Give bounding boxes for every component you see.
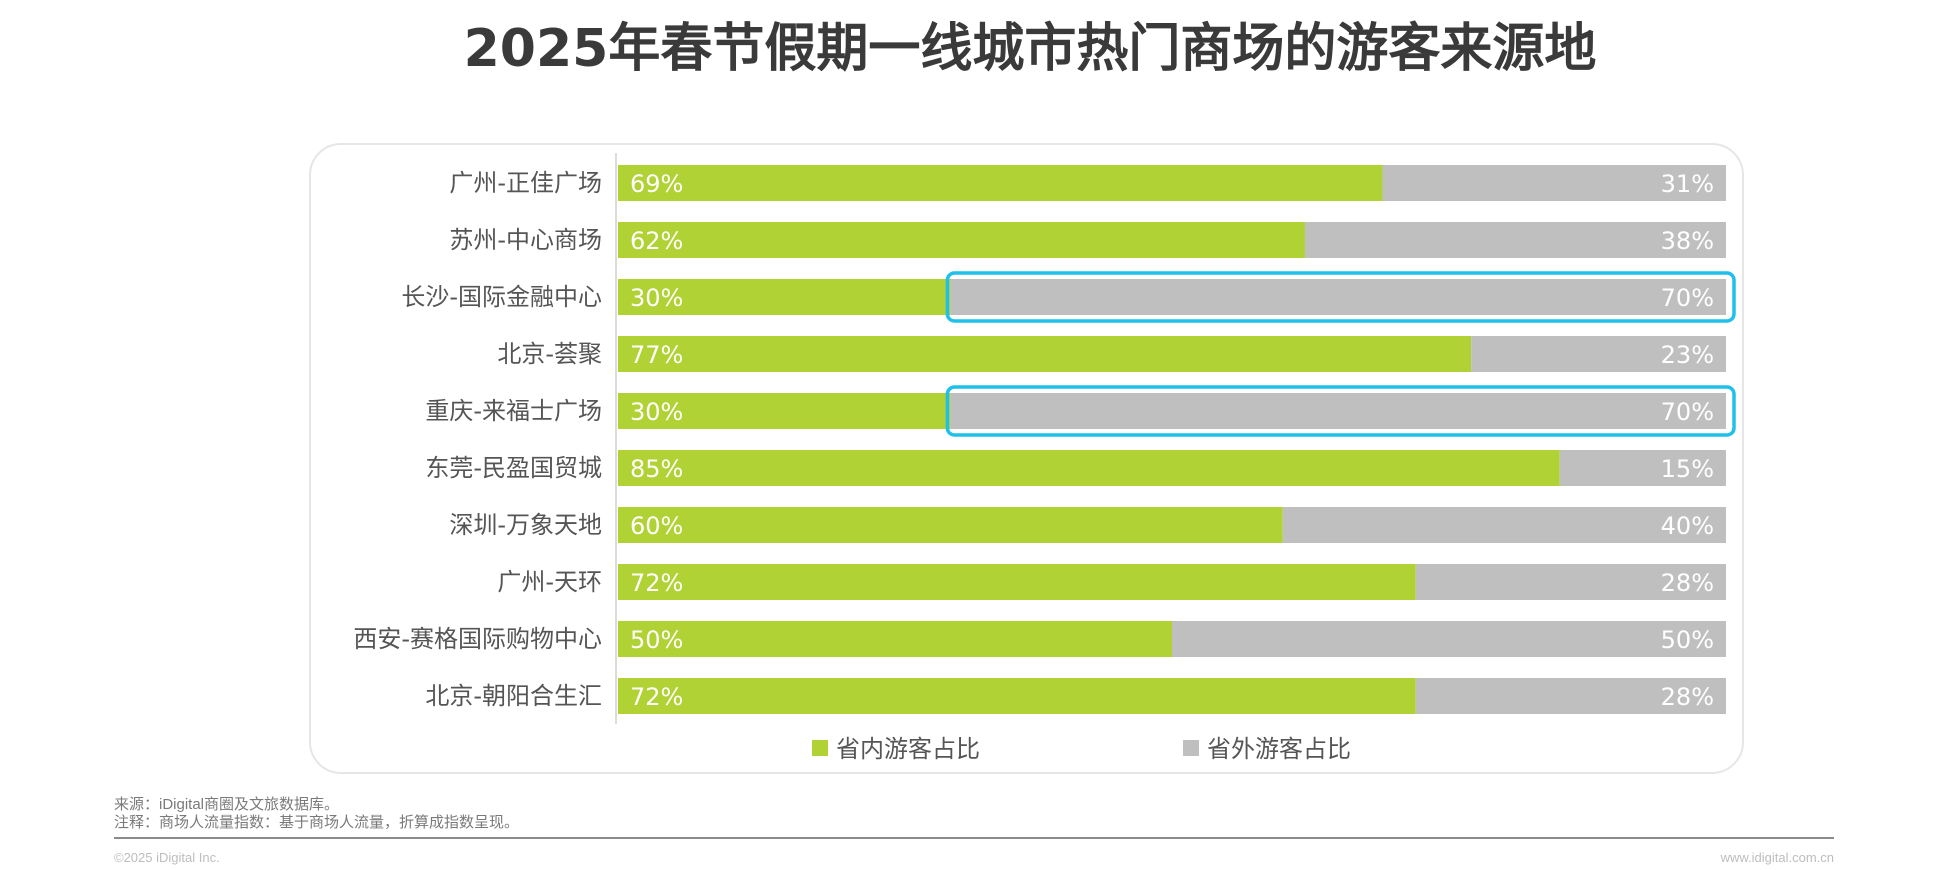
bar-in-province — [618, 279, 951, 315]
data-label: 28% — [1661, 569, 1714, 597]
bar-out-province — [1282, 507, 1726, 543]
data-label: 72% — [630, 569, 683, 597]
source-note: 来源：iDigital商圈及文旅数据库。 — [114, 796, 340, 813]
bar-out-province — [1304, 222, 1726, 258]
legend-swatch — [812, 740, 828, 756]
data-label: 30% — [630, 284, 683, 312]
notes: 来源：iDigital商圈及文旅数据库。 注释：商场人流量指数：基于商场人流量，… — [114, 796, 519, 832]
bar-in-province — [618, 336, 1472, 372]
remark-note: 注释：商场人流量指数：基于商场人流量，折算成指数呈现。 — [114, 814, 520, 831]
category-label: 广州-天环 — [497, 568, 602, 596]
category-label: 长沙-国际金融中心 — [401, 283, 602, 311]
bar-in-province — [618, 450, 1560, 486]
bar-out-province — [1471, 336, 1726, 372]
category-label: 北京-荟聚 — [497, 340, 602, 368]
category-label: 苏州-中心商场 — [449, 226, 602, 254]
bar-out-province — [1415, 564, 1726, 600]
bar-out-province — [1172, 621, 1726, 657]
data-label: 72% — [630, 683, 683, 711]
category-label: 北京-朝阳合生汇 — [425, 682, 602, 710]
category-label: 广州-正佳广场 — [449, 169, 602, 197]
data-label: 70% — [1661, 284, 1714, 312]
data-label: 50% — [630, 626, 683, 654]
highlight-box — [945, 385, 1736, 437]
bar-out-province — [1382, 165, 1726, 201]
copyright: ©2025 iDigital Inc. — [114, 850, 220, 865]
category-label: 东莞-民盈国贸城 — [425, 454, 602, 482]
data-label: 23% — [1661, 341, 1714, 369]
data-label: 70% — [1661, 398, 1714, 426]
data-label: 28% — [1661, 683, 1714, 711]
category-label: 西安-赛格国际购物中心 — [353, 625, 602, 653]
bar-in-province — [618, 564, 1416, 600]
bar-in-province — [618, 678, 1416, 714]
highlight-box — [945, 271, 1736, 323]
legend-label: 省外游客占比 — [1207, 735, 1351, 763]
legend-label: 省内游客占比 — [836, 735, 980, 763]
data-label: 60% — [630, 512, 683, 540]
data-label: 15% — [1661, 455, 1714, 483]
category-label: 重庆-来福士广场 — [425, 397, 602, 425]
bar-out-province — [950, 279, 1726, 315]
bar-in-province — [618, 621, 1172, 657]
data-label: 62% — [630, 227, 683, 255]
chart-frame — [309, 143, 1744, 774]
data-label: 38% — [1661, 227, 1714, 255]
footer-divider — [114, 837, 1834, 839]
data-label: 50% — [1661, 626, 1714, 654]
data-label: 30% — [630, 398, 683, 426]
data-label: 85% — [630, 455, 683, 483]
bar-out-province — [1415, 678, 1726, 714]
bar-out-province — [950, 393, 1726, 429]
category-label: 深圳-万象天地 — [449, 511, 602, 539]
bar-in-province — [618, 507, 1283, 543]
legend-swatch — [1183, 740, 1199, 756]
data-label: 69% — [630, 170, 683, 198]
data-label: 40% — [1661, 512, 1714, 540]
bar-in-province — [618, 222, 1305, 258]
page-title: 2025年春节假期一线城市热门商场的游客来源地 — [463, 19, 1597, 79]
website-link: www.idigital.com.cn — [1720, 850, 1834, 865]
bar-in-province — [618, 393, 951, 429]
data-label: 77% — [630, 341, 683, 369]
bar-out-province — [1559, 450, 1726, 486]
bar-in-province — [618, 165, 1383, 201]
data-label: 31% — [1661, 170, 1714, 198]
